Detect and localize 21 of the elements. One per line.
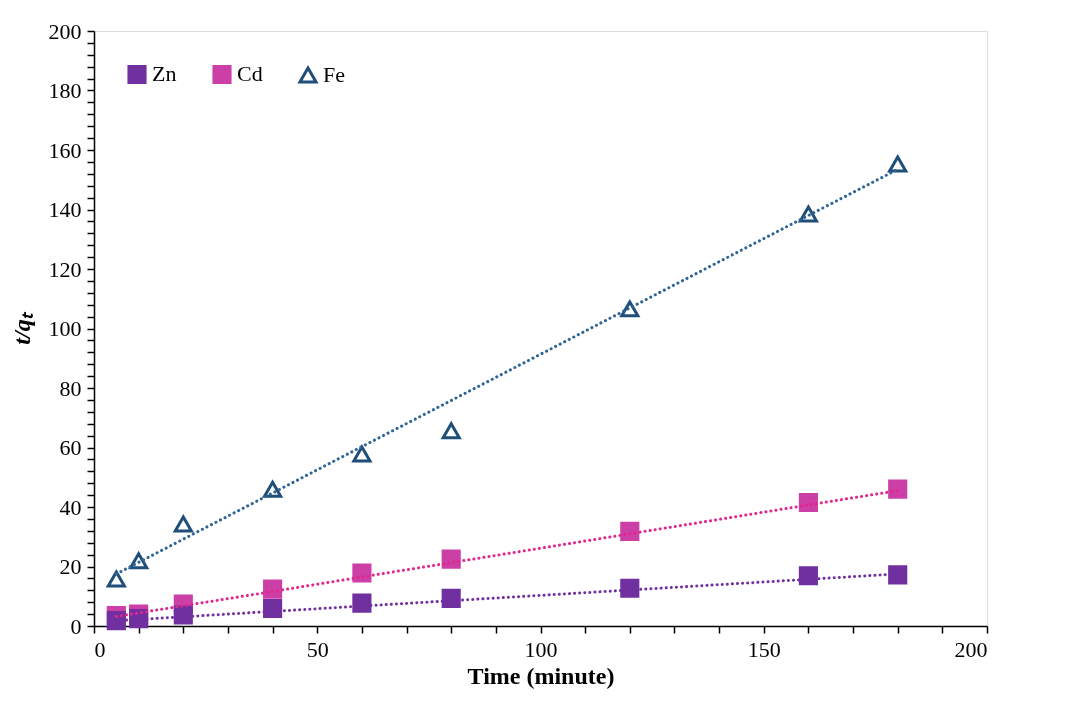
x-tick-label: 200 (954, 636, 988, 662)
y-tick-label: 140 (48, 197, 82, 222)
x-axis-title: Time (minute) (467, 662, 615, 689)
x-tick-label: 50 (306, 636, 329, 662)
x-tick-label: 150 (747, 636, 781, 662)
y-tick-label: 40 (59, 494, 82, 520)
x-tick-label: 100 (524, 636, 558, 662)
y-tick-label: 120 (48, 256, 82, 282)
y-tick-label: 160 (48, 137, 82, 163)
y-tick-label: 80 (59, 375, 82, 401)
legend-label: Fe (323, 62, 345, 88)
x-tick-label: 0 (94, 636, 106, 662)
y-tick-label: 0 (70, 613, 82, 639)
y-tick-label: 200 (48, 18, 82, 44)
legend-label: Cd (237, 61, 263, 87)
y-axis-title: t/qₜ (8, 311, 35, 345)
legend-label: Zn (152, 61, 177, 87)
y-tick-label: 180 (48, 78, 82, 103)
y-tick-label: 20 (59, 554, 82, 579)
y-tick-label: 60 (59, 435, 82, 460)
y-tick-label: 100 (48, 316, 82, 341)
